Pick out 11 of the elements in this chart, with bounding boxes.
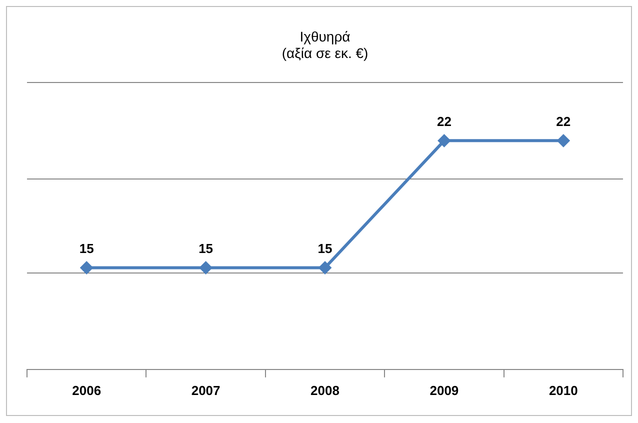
x-tick-label: 2009 bbox=[430, 382, 459, 398]
data-label: 15 bbox=[79, 240, 94, 256]
data-label: 15 bbox=[198, 240, 214, 256]
x-tick-label: 2006 bbox=[72, 382, 102, 398]
data-label: 22 bbox=[556, 114, 571, 129]
data-label: 15 bbox=[318, 240, 332, 256]
chart-title: Ιχθυηρά (αξία σε εκ. €) bbox=[282, 28, 368, 62]
x-tick-label: 2008 bbox=[310, 382, 340, 398]
x-tick-label: 2007 bbox=[191, 382, 220, 398]
data-label: 22 bbox=[436, 114, 452, 129]
x-tick-label: 2010 bbox=[548, 382, 578, 398]
